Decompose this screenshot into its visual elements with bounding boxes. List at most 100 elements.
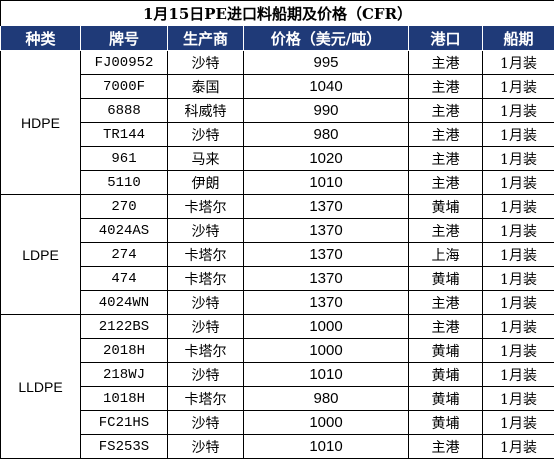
schedule-cell: 1月装	[482, 218, 554, 243]
schedule-cell: 1月装	[482, 410, 554, 435]
producer-cell: 科威特	[167, 98, 244, 123]
producer-cell: 卡塔尔	[167, 386, 244, 411]
price-cell: 1000	[243, 314, 409, 339]
port-cell: 黄埔	[408, 386, 483, 411]
schedule-cell: 1月装	[482, 314, 554, 339]
table-row: 218WJ 沙特 1010 黄埔 1月装	[1, 362, 554, 387]
grade-cell: 270	[80, 194, 168, 219]
table-row: 7000F 泰国 1040 主港 1月装	[1, 74, 554, 99]
schedule-cell: 1月装	[482, 338, 554, 363]
price-cell: 990	[243, 98, 409, 123]
schedule-cell: 1月装	[482, 434, 554, 459]
table-row: 4024AS 沙特 1370 主港 1月装	[1, 218, 554, 243]
table-row: 961 马来 1020 主港 1月装	[1, 146, 554, 171]
producer-cell: 沙特	[167, 218, 244, 243]
port-cell: 主港	[408, 98, 483, 123]
port-cell: 主港	[408, 434, 483, 459]
grade-cell: 961	[80, 146, 168, 171]
price-cell: 1020	[243, 146, 409, 171]
schedule-cell: 1月装	[482, 74, 554, 99]
price-cell: 1000	[243, 410, 409, 435]
table-row: 2018H 卡塔尔 1000 黄埔 1月装	[1, 338, 554, 363]
price-table: 1月15日PE进口料船期及价格（CFR） 种类 牌号 生产商 价格（美元/吨） …	[0, 0, 554, 459]
port-cell: 主港	[408, 50, 483, 75]
producer-cell: 马来	[167, 146, 244, 171]
grade-cell: 274	[80, 242, 168, 267]
grade-cell: 218WJ	[80, 362, 168, 387]
producer-cell: 沙特	[167, 50, 244, 75]
header-price: 价格（美元/吨）	[243, 25, 409, 51]
table-title: 1月15日PE进口料船期及价格（CFR）	[0, 0, 554, 26]
table-row: LLDPE 2122BS 沙特 1000 主港 1月装	[0, 314, 554, 459]
table-row: 274 卡塔尔 1370 上海 1月装	[1, 242, 554, 267]
grade-cell: 4024WN	[80, 290, 168, 315]
grade-cell: 1018H	[80, 386, 168, 411]
port-cell: 黄埔	[408, 266, 483, 291]
price-cell: 980	[243, 386, 409, 411]
header-schedule: 船期	[482, 25, 554, 51]
schedule-cell: 1月装	[482, 170, 554, 195]
schedule-cell: 1月装	[482, 194, 554, 219]
table-row: FS253S 沙特 1010 主港 1月装	[1, 434, 554, 459]
port-cell: 主港	[408, 290, 483, 315]
producer-cell: 沙特	[167, 290, 244, 315]
table-row: 4024WN 沙特 1370 主港 1月装	[1, 290, 554, 315]
schedule-cell: 1月装	[482, 266, 554, 291]
port-cell: 主港	[408, 146, 483, 171]
table-row: HDPE FJ00952 沙特 995 主港 1月装	[0, 50, 554, 195]
grade-cell: FS253S	[80, 434, 168, 459]
port-cell: 黄埔	[408, 410, 483, 435]
grade-cell: 6888	[80, 98, 168, 123]
port-cell: 主港	[408, 74, 483, 99]
producer-cell: 沙特	[167, 362, 244, 387]
category-cell: LLDPE	[0, 314, 81, 459]
table-row: 6888 科威特 990 主港 1月装	[1, 98, 554, 123]
grade-cell: 4024AS	[80, 218, 168, 243]
price-cell: 1010	[243, 170, 409, 195]
price-cell: 995	[243, 50, 409, 75]
price-cell: 1370	[243, 266, 409, 291]
table-row: 1018H 卡塔尔 980 黄埔 1月装	[1, 386, 554, 411]
schedule-cell: 1月装	[482, 362, 554, 387]
producer-cell: 泰国	[167, 74, 244, 99]
grade-cell: 7000F	[80, 74, 168, 99]
header-port: 港口	[408, 25, 483, 51]
table-row: FC21HS 沙特 1000 黄埔 1月装	[1, 410, 554, 435]
producer-cell: 沙特	[167, 122, 244, 147]
port-cell: 主港	[408, 314, 483, 339]
port-cell: 主港	[408, 170, 483, 195]
category-cell: HDPE	[0, 50, 81, 195]
table-row: 5110 伊朗 1010 主港 1月装	[1, 170, 554, 195]
table-row: TR144 沙特 980 主港 1月装	[1, 122, 554, 147]
price-cell: 1010	[243, 362, 409, 387]
port-cell: 黄埔	[408, 194, 483, 219]
table-body: HDPE FJ00952 沙特 995 主港 1月装 7000F 泰国 1040 主港 1月装 688…	[0, 50, 554, 459]
grade-cell: 474	[80, 266, 168, 291]
port-cell: 上海	[408, 242, 483, 267]
grade-cell: 5110	[80, 170, 168, 195]
table-row: 474 卡塔尔 1370 黄埔 1月装	[1, 266, 554, 291]
producer-cell: 沙特	[167, 434, 244, 459]
producer-cell: 伊朗	[167, 170, 244, 195]
schedule-cell: 1月装	[482, 290, 554, 315]
title-row: 1月15日PE进口料船期及价格（CFR）	[0, 0, 554, 26]
table-row: LDPE 270 卡塔尔 1370 黄埔 1月装	[0, 194, 554, 315]
producer-cell: 卡塔尔	[167, 266, 244, 291]
grade-cell: FJ00952	[80, 50, 168, 75]
grade-cell: FC21HS	[80, 410, 168, 435]
schedule-cell: 1月装	[482, 242, 554, 267]
schedule-cell: 1月装	[482, 386, 554, 411]
schedule-cell: 1月装	[482, 122, 554, 147]
port-cell: 黄埔	[408, 362, 483, 387]
port-cell: 主港	[408, 218, 483, 243]
price-cell: 1370	[243, 218, 409, 243]
schedule-cell: 1月装	[482, 50, 554, 75]
price-cell: 1370	[243, 242, 409, 267]
price-cell: 1000	[243, 338, 409, 363]
producer-cell: 卡塔尔	[167, 242, 244, 267]
price-cell: 1040	[243, 74, 409, 99]
category-cell: LDPE	[0, 194, 81, 315]
schedule-cell: 1月装	[482, 146, 554, 171]
price-cell: 980	[243, 122, 409, 147]
producer-cell: 沙特	[167, 410, 244, 435]
